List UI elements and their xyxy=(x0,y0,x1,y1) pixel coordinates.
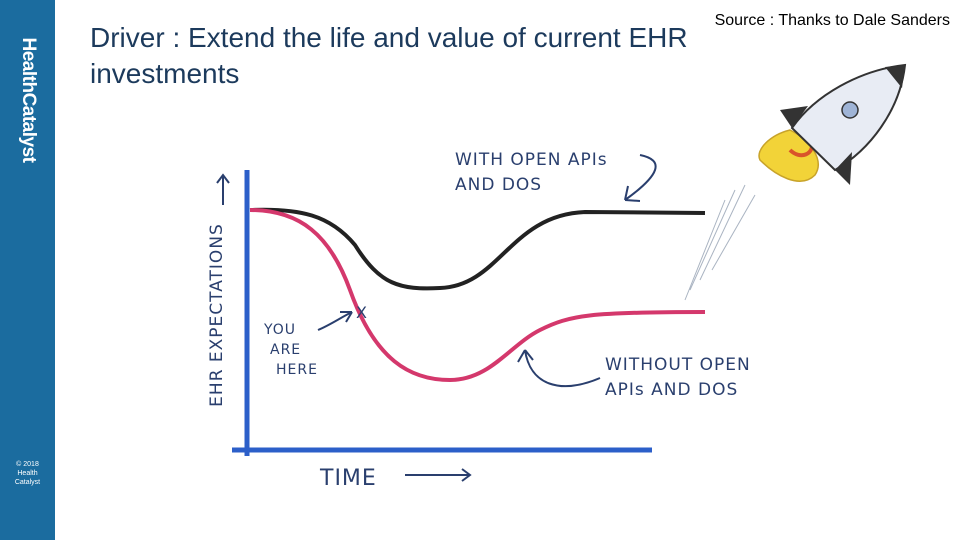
source-note: Source : Thanks to Dale Sanders xyxy=(714,12,950,29)
without-label: APIs AND DOS xyxy=(605,380,738,400)
slide-title: Driver : Extend the life and value of cu… xyxy=(90,22,688,89)
with-label: AND DOS xyxy=(455,175,542,195)
copyright-line: Catalyst xyxy=(14,479,41,486)
without-label: WITHOUT OPEN xyxy=(605,355,751,375)
without-arrow xyxy=(517,349,601,387)
copyright-line: © 2018 xyxy=(16,461,39,468)
y-arrow xyxy=(216,173,230,205)
here-arrow xyxy=(317,311,353,331)
sidebar: Health Catalyst © 2018 Health Catalyst xyxy=(0,0,55,540)
copyright-line: Health xyxy=(17,470,38,477)
here-label: HERE xyxy=(276,362,318,378)
with-curve xyxy=(249,207,706,291)
with-label: WITH OPEN APIs xyxy=(455,150,608,170)
here-marker: X xyxy=(356,303,368,322)
here-label: YOU xyxy=(263,322,296,338)
rocket xyxy=(684,63,907,301)
with-arrow xyxy=(624,154,657,202)
without-curve xyxy=(249,208,706,383)
y-axis-label: EHR EXPECTATIONS xyxy=(207,223,227,407)
copyright: © 2018 Health Catalyst xyxy=(0,460,55,487)
x-axis-label: TIME xyxy=(319,466,377,491)
x-arrow xyxy=(405,468,472,482)
here-label: ARE xyxy=(270,342,301,358)
